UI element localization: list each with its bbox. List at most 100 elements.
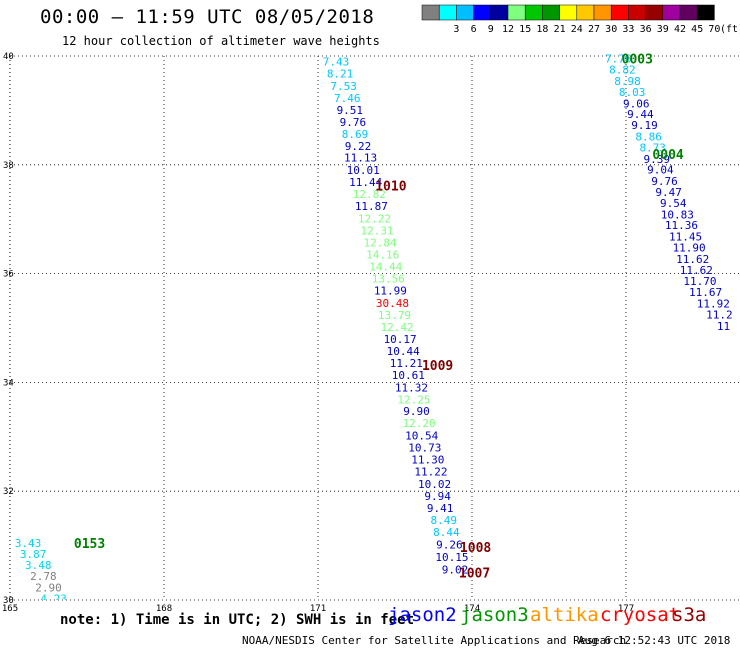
- swh-value-label: 10.02: [418, 478, 451, 491]
- swh-value-label: 12.22: [358, 213, 391, 226]
- x-tick-label: 168: [156, 604, 172, 614]
- units-note: note: 1) Time is in UTC; 2) SWH is in fe…: [60, 612, 415, 628]
- chart-title: 00:00 – 11:59 UTC 08/05/2018: [40, 6, 375, 28]
- source-cryosat: cryosat: [600, 604, 681, 626]
- swh-value-label: 11.36: [665, 219, 698, 232]
- y-tick-label: 34: [3, 378, 14, 388]
- swh-value-label: 3.87: [20, 548, 47, 561]
- swh-value-label: 11.67: [689, 286, 722, 299]
- swh-value-label: 11.44: [349, 176, 382, 189]
- swh-value-label: 10.61: [392, 369, 425, 382]
- swh-value-label: 10.73: [408, 442, 441, 455]
- time-label: 0153: [74, 537, 105, 552]
- x-tick-label: 177: [618, 604, 634, 614]
- swh-value-label: 8.03: [619, 86, 646, 99]
- swh-value-label: 11: [717, 320, 730, 333]
- swh-value-label: 11.30: [411, 454, 444, 467]
- legend-tick-label: 45: [691, 24, 703, 35]
- chart-subtitle: 12 hour collection of altimeter wave hei…: [62, 34, 380, 48]
- time-label: 1010: [375, 179, 406, 194]
- swh-value-label: 11.62: [680, 264, 713, 277]
- legend-tick-label: 3: [453, 24, 459, 35]
- swh-value-label: 10.15: [435, 551, 468, 564]
- legend-tick-label: 6: [471, 24, 477, 35]
- swh-value-label: 7.46: [334, 92, 361, 105]
- swh-value-label: 10.83: [661, 208, 694, 221]
- legend-tick-label: 27: [588, 24, 600, 35]
- swh-value-label: 11.70: [683, 275, 716, 288]
- swh-value-label: 8.49: [431, 514, 458, 527]
- swh-value-label: 8.21: [327, 67, 354, 80]
- time-label: 1007: [459, 566, 490, 581]
- swh-value-label: 8.44: [433, 526, 460, 539]
- y-tick-label: 30: [3, 596, 14, 606]
- y-tick-label: 36: [3, 270, 14, 280]
- swh-value-label: 12.25: [397, 393, 430, 406]
- swh-value-label: 9.22: [345, 140, 372, 153]
- legend-tick-label: 33: [622, 24, 634, 35]
- swh-value-label: 10.01: [347, 164, 380, 177]
- legend-tick-label: 24: [571, 24, 583, 35]
- swh-value-label: 30.48: [376, 297, 409, 310]
- swh-value-label: 8.73: [639, 141, 666, 154]
- swh-value-label: 13.79: [378, 309, 411, 322]
- swh-value-label: 11.32: [395, 381, 428, 394]
- source-jason2: jason2: [388, 604, 457, 626]
- swh-value-label: 11.99: [374, 284, 407, 297]
- legend-tick-label: 70: [708, 24, 720, 35]
- legend-tick-label: 21: [554, 24, 566, 35]
- swh-value-label: 9.39: [644, 153, 671, 166]
- swh-value-label: 8.82: [609, 64, 636, 77]
- source-s3a: s3a: [672, 604, 707, 626]
- source-jason3: jason3: [460, 604, 529, 626]
- swh-value-label: 14.16: [366, 249, 399, 262]
- swh-value-label: 12.31: [360, 225, 393, 238]
- y-tick-label: 32: [3, 487, 14, 497]
- time-label: 1009: [422, 359, 453, 374]
- swh-value-label: 10.44: [387, 345, 420, 358]
- legend-tick-label: 18: [536, 24, 548, 35]
- swh-value-label: 11.22: [414, 466, 447, 479]
- swh-value-label: 9.19: [631, 119, 658, 132]
- swh-value-label: 9.54: [660, 197, 687, 210]
- swh-value-label: 9.44: [627, 108, 654, 121]
- legend-tick-label: 30: [605, 24, 617, 35]
- swh-value-label: 7.43: [323, 55, 350, 68]
- swh-value-label: 9.02: [442, 564, 469, 577]
- swh-value-label: 11.87: [355, 200, 388, 213]
- swh-value-label: 9.94: [424, 490, 451, 503]
- swh-value-label: 13.56: [372, 272, 405, 285]
- swh-value-label: 11.92: [697, 298, 730, 311]
- y-tick-label: 40: [3, 52, 14, 62]
- legend-tick-label: 12: [502, 24, 514, 35]
- legend-tick-label: 39: [657, 24, 669, 35]
- swh-value-label: 8.86: [635, 131, 662, 144]
- legend-swatch: [696, 4, 715, 21]
- swh-value-label: 9.06: [623, 97, 650, 110]
- swh-value-label: 12.82: [353, 188, 386, 201]
- source-altika: altika: [530, 604, 599, 626]
- swh-value-label: 3.43: [15, 537, 42, 550]
- swh-value-label: 9.26: [436, 539, 463, 552]
- swh-value-label: 10.17: [384, 333, 417, 346]
- swh-value-label: 9.41: [427, 502, 454, 515]
- swh-value-label: 9.76: [340, 116, 367, 129]
- swh-value-label: 12.42: [380, 321, 413, 334]
- swh-value-label: 11.13: [344, 152, 377, 165]
- footer-credit: NOAA/NESDIS Center for Satellite Applica…: [242, 634, 627, 647]
- time-label: 1008: [460, 541, 491, 556]
- swh-value-label: 11.62: [676, 253, 709, 266]
- swh-value-label: 12.84: [364, 237, 397, 250]
- swh-value-label: 3.48: [25, 559, 52, 572]
- swh-value-label: 10.54: [405, 430, 438, 443]
- swh-value-label: 9.76: [651, 175, 678, 188]
- time-label: 0003: [622, 53, 653, 68]
- legend-unit: (ft): [720, 24, 740, 35]
- time-label: 0004: [652, 148, 683, 163]
- legend-tick-label: 42: [674, 24, 686, 35]
- swh-value-label: 11.21: [390, 357, 423, 370]
- swh-value-label: 8.98: [614, 75, 641, 88]
